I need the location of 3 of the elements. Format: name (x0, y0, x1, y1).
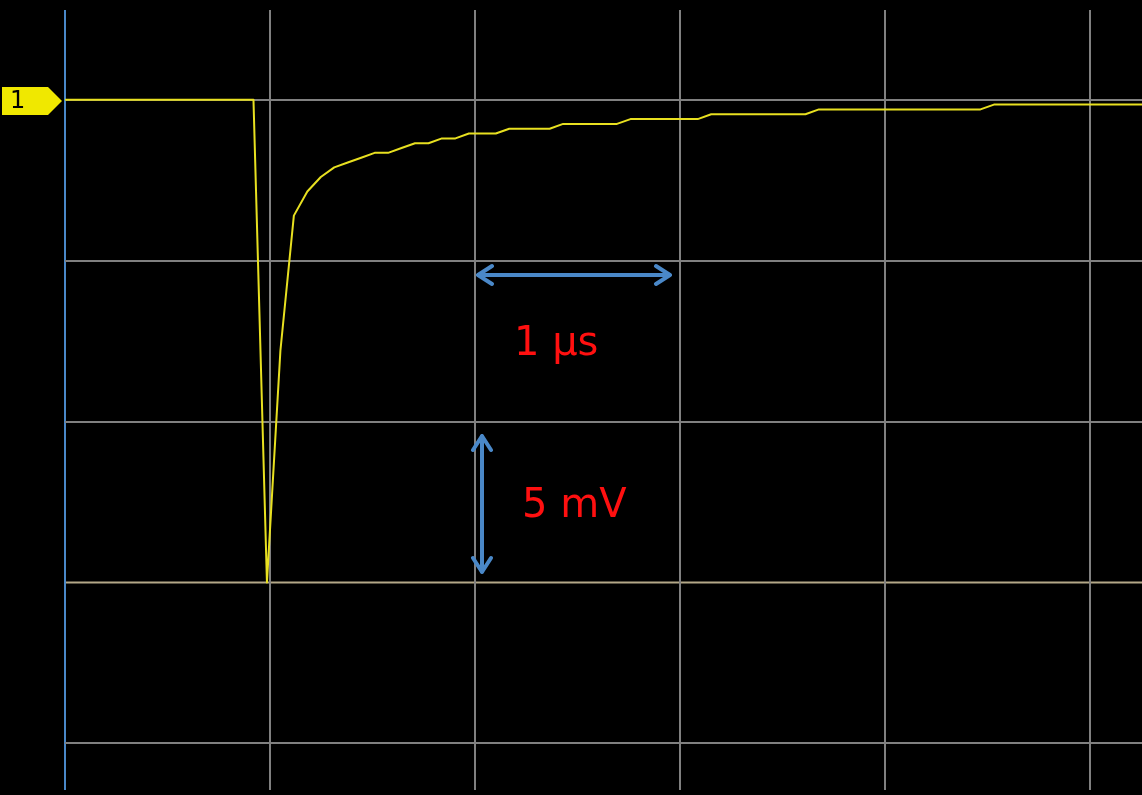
text: 1 (10, 86, 26, 114)
annotation: 1 µs (514, 318, 599, 364)
annotation: 5 mV (522, 480, 627, 526)
